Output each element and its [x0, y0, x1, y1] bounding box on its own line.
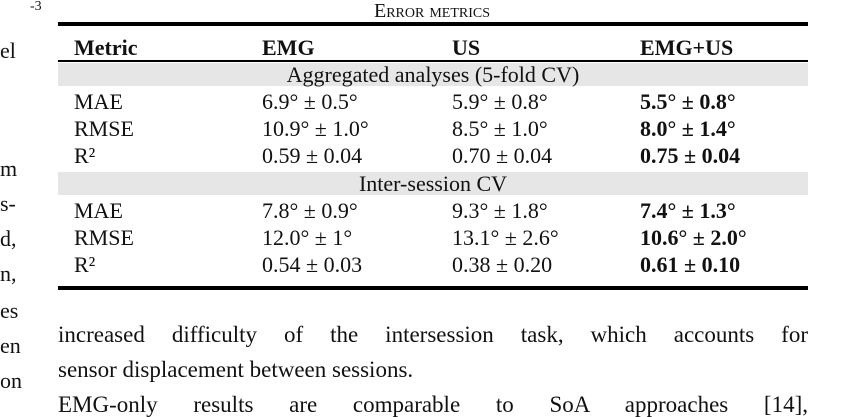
section-band: [58, 63, 808, 86]
column-header: Metric: [74, 35, 138, 60]
cell: 5.9° ± 0.8°: [452, 89, 548, 114]
left-column-fragment: s-: [0, 191, 16, 216]
paragraph-line: sensor displacement between sessions.: [58, 357, 414, 382]
row-label: R²: [74, 143, 96, 168]
left-column-fragment: d,: [0, 226, 17, 251]
section-band: [58, 172, 808, 195]
cell: 8.0° ± 1.4°: [640, 116, 736, 141]
table-title: Error metrics: [373, 0, 491, 22]
cell: 10.6° ± 2.0°: [640, 225, 747, 250]
left-column-fragment: -3: [30, 0, 42, 14]
cell: 13.1° ± 2.6°: [452, 225, 559, 250]
top-rule: [58, 22, 808, 26]
row-label: RMSE: [74, 225, 134, 250]
cell: 12.0° ± 1°: [262, 225, 353, 250]
cell: 0.75 ± 0.04: [640, 143, 741, 168]
cell: 8.5° ± 1.0°: [452, 116, 548, 141]
left-column-fragment: m: [0, 156, 18, 181]
left-column-fragment: on: [0, 368, 22, 393]
section-label: Aggregated analyses (5-fold CV): [286, 62, 580, 87]
column-header: EMG: [262, 35, 315, 60]
cell: 9.3° ± 1.8°: [452, 198, 548, 223]
cell: 0.54 ± 0.03: [262, 252, 363, 277]
cell: 7.4° ± 1.3°: [640, 198, 736, 223]
cell: 0.70 ± 0.04: [452, 143, 553, 168]
paragraph-line: increased difficulty of the intersession…: [58, 322, 808, 347]
cell: 0.38 ± 0.20: [452, 252, 553, 277]
column-header: EMG+US: [640, 35, 734, 60]
cell: 7.8° ± 0.9°: [262, 198, 358, 223]
row-label: RMSE: [74, 116, 134, 141]
paragraph-line: EMG-only results are comparable to SoA a…: [58, 392, 808, 417]
left-column-fragment: en: [0, 333, 21, 358]
row-label: R²: [74, 252, 96, 277]
header-rule: [58, 60, 808, 62]
row-label: MAE: [74, 89, 123, 114]
cell: 6.9° ± 0.5°: [262, 89, 358, 114]
row-label: MAE: [74, 198, 123, 223]
left-column-fragment: n,: [0, 261, 17, 286]
cell: 0.61 ± 0.10: [640, 252, 741, 277]
cell: 10.9° ± 1.0°: [262, 116, 369, 141]
left-column-fragment: el: [0, 38, 16, 63]
cell: 5.5° ± 0.8°: [640, 89, 736, 114]
column-header: US: [452, 35, 481, 60]
cell: 0.59 ± 0.04: [262, 143, 363, 168]
bottom-rule: [58, 286, 808, 290]
section-label: Inter-session CV: [358, 171, 508, 196]
left-column-fragment: es: [0, 298, 19, 323]
